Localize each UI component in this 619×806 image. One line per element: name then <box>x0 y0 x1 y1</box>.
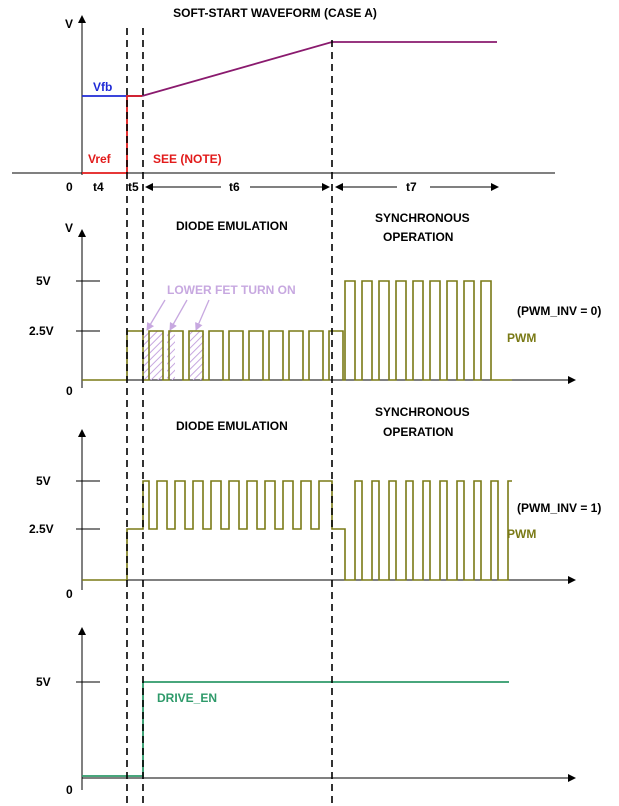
lower-fet-arrow-1 <box>146 299 166 331</box>
panel4-5v-label: 5V <box>36 675 51 689</box>
pwm-inv0-trace <box>82 280 512 381</box>
panel2-2v5-label: 2.5V <box>29 324 54 338</box>
interval-t7: t7 <box>406 180 417 194</box>
panel2-y-label: V <box>65 221 73 235</box>
vref-label: Vref <box>88 152 112 166</box>
note-label: SEE (NOTE) <box>153 152 222 166</box>
panel3-2v5-label: 2.5V <box>29 522 54 536</box>
panel4-origin: 0 <box>66 783 73 797</box>
panel-pwm-inv0: V 0 5V 2.5V DIODE EMULATION SYNCHRONOUS … <box>29 211 601 398</box>
lower-fet-hatch-3 <box>190 331 204 380</box>
panel-drive-en: 0 5V DRIVE_EN <box>36 627 576 797</box>
panel2-mode-left: DIODE EMULATION <box>176 219 288 233</box>
pwm-inv1-trace <box>82 480 512 581</box>
drive-en-label: DRIVE_EN <box>157 691 217 705</box>
interval-t6: t6 <box>229 180 240 194</box>
lower-fet-annotation: LOWER FET TURN ON <box>167 283 296 297</box>
diagram-title: SOFT-START WAVEFORM (CASE A) <box>173 6 377 20</box>
lower-fet-arrow-2 <box>169 299 188 331</box>
panel3-setting: (PWM_INV = 1) <box>517 501 601 515</box>
panel3-origin: 0 <box>66 587 73 601</box>
panel3-mode-left: DIODE EMULATION <box>176 419 288 433</box>
panel3-mode-right-2: OPERATION <box>383 425 453 439</box>
drive-en-trace <box>82 681 509 777</box>
lower-fet-hatch-2 <box>167 331 175 380</box>
panel2-signal-label: PWM <box>507 331 536 345</box>
panel1-origin: 0 <box>66 180 73 194</box>
vref-trace <box>82 95 142 174</box>
ramp-trace <box>141 41 497 97</box>
panel2-mode-right-1: SYNCHRONOUS <box>375 211 470 225</box>
panel2-5v-label: 5V <box>36 274 51 288</box>
panel2-setting: (PWM_INV = 0) <box>517 304 601 318</box>
panel3-5v-label: 5V <box>36 474 51 488</box>
panel-pwm-inv1: 0 5V 2.5V DIODE EMULATION SYNCHRONOUS OP… <box>29 405 601 601</box>
lower-fet-hatch-1 <box>143 331 163 380</box>
interval-t5: t5 <box>128 180 139 194</box>
vfb-label: Vfb <box>93 80 112 94</box>
interval-t4: t4 <box>93 180 104 194</box>
panel3-mode-right-1: SYNCHRONOUS <box>375 405 470 419</box>
lower-fet-arrow-3 <box>195 299 210 331</box>
panel2-origin: 0 <box>66 384 73 398</box>
panel3-signal-label: PWM <box>507 527 536 541</box>
panel-soft-start: V 0 Vfb Vref SEE (NOTE) t4 t5 t6 t7 <box>12 15 555 194</box>
panel1-y-label: V <box>65 17 73 31</box>
panel2-mode-right-2: OPERATION <box>383 230 453 244</box>
